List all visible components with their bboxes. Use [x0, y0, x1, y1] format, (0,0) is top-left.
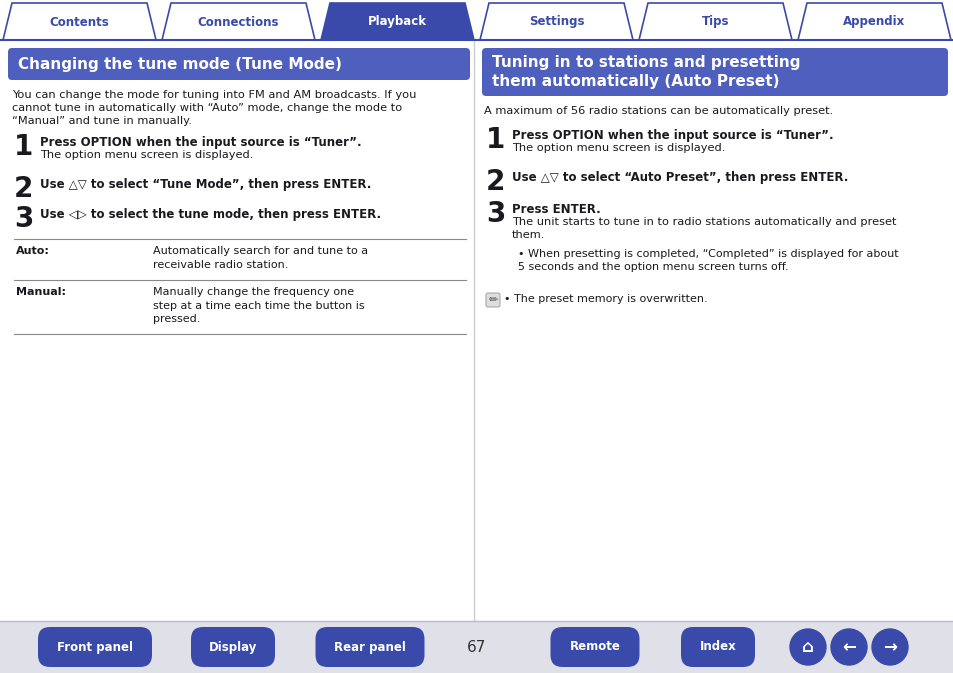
FancyBboxPatch shape [8, 48, 470, 80]
Text: Settings: Settings [528, 15, 583, 28]
Text: Rear panel: Rear panel [334, 641, 406, 653]
FancyBboxPatch shape [191, 627, 274, 667]
FancyBboxPatch shape [680, 627, 754, 667]
Text: 3: 3 [14, 205, 33, 233]
Text: Use △▽ to select “Tune Mode”, then press ENTER.: Use △▽ to select “Tune Mode”, then press… [40, 178, 371, 191]
Text: Front panel: Front panel [57, 641, 132, 653]
Text: 3: 3 [485, 200, 505, 228]
Text: ⌂: ⌂ [801, 638, 813, 656]
Polygon shape [797, 3, 950, 40]
Text: Tips: Tips [701, 15, 728, 28]
Text: Use ◁▷ to select the tune mode, then press ENTER.: Use ◁▷ to select the tune mode, then pre… [40, 208, 381, 221]
Text: Press OPTION when the input source is “Tuner”.: Press OPTION when the input source is “T… [40, 136, 361, 149]
Polygon shape [162, 3, 314, 40]
Polygon shape [479, 3, 633, 40]
Text: →: → [882, 638, 896, 656]
Text: cannot tune in automatically with “Auto” mode, change the mode to: cannot tune in automatically with “Auto”… [12, 103, 402, 113]
Text: Manual:: Manual: [16, 287, 66, 297]
Text: Playback: Playback [368, 15, 427, 28]
Text: 1: 1 [485, 126, 505, 154]
FancyBboxPatch shape [550, 627, 639, 667]
Circle shape [871, 629, 907, 665]
FancyBboxPatch shape [481, 48, 947, 96]
Text: • The preset memory is overwritten.: • The preset memory is overwritten. [503, 294, 707, 304]
Text: Press OPTION when the input source is “Tuner”.: Press OPTION when the input source is “T… [512, 129, 833, 142]
Text: • When presetting is completed, “Completed” is displayed for about
5 seconds and: • When presetting is completed, “Complet… [517, 249, 898, 272]
Text: Connections: Connections [197, 15, 279, 28]
Text: Automatically search for and tune to a
receivable radio station.: Automatically search for and tune to a r… [152, 246, 368, 270]
Polygon shape [320, 3, 474, 40]
Text: ←: ← [841, 638, 855, 656]
Text: 2: 2 [485, 168, 505, 196]
Text: “Manual” and tune in manually.: “Manual” and tune in manually. [12, 116, 192, 126]
Text: Remote: Remote [569, 641, 619, 653]
Text: 2: 2 [14, 175, 33, 203]
Text: The option menu screen is displayed.: The option menu screen is displayed. [40, 150, 253, 160]
Text: A maximum of 56 radio stations can be automatically preset.: A maximum of 56 radio stations can be au… [483, 106, 832, 116]
Bar [0, 621, 953, 673]
Text: Manually change the frequency one
step at a time each time the button is
pressed: Manually change the frequency one step a… [152, 287, 364, 324]
Text: Appendix: Appendix [842, 15, 904, 28]
Text: Index: Index [699, 641, 736, 653]
Text: Contents: Contents [50, 15, 110, 28]
Text: Display: Display [209, 641, 257, 653]
Polygon shape [3, 3, 156, 40]
Text: Use △▽ to select “Auto Preset”, then press ENTER.: Use △▽ to select “Auto Preset”, then pre… [512, 171, 847, 184]
Text: ✏: ✏ [488, 295, 497, 305]
Text: Press ENTER.: Press ENTER. [512, 203, 600, 216]
FancyBboxPatch shape [315, 627, 424, 667]
Polygon shape [639, 3, 791, 40]
Text: The option menu screen is displayed.: The option menu screen is displayed. [512, 143, 724, 153]
Text: The unit starts to tune in to radio stations automatically and preset
them.: The unit starts to tune in to radio stat… [512, 217, 896, 240]
Circle shape [830, 629, 866, 665]
Text: Auto:: Auto: [16, 246, 50, 256]
Text: Tuning in to stations and presetting
them automatically (Auto Preset): Tuning in to stations and presetting the… [492, 55, 800, 89]
Text: 67: 67 [467, 639, 486, 655]
Circle shape [789, 629, 825, 665]
Text: Changing the tune mode (Tune Mode): Changing the tune mode (Tune Mode) [18, 57, 341, 71]
FancyBboxPatch shape [38, 627, 152, 667]
Text: 1: 1 [14, 133, 33, 161]
Text: You can change the mode for tuning into FM and AM broadcasts. If you: You can change the mode for tuning into … [12, 90, 416, 100]
FancyBboxPatch shape [485, 293, 499, 307]
